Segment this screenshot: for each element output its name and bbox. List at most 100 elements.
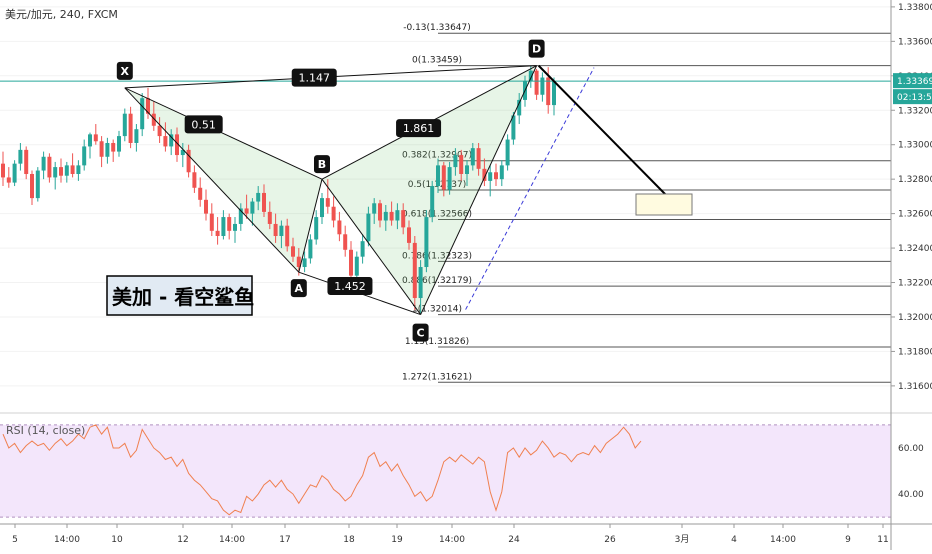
candle-body bbox=[360, 241, 365, 257]
candle-body bbox=[534, 70, 539, 95]
candle-body bbox=[349, 249, 353, 276]
time-tick-label: 14:00 bbox=[439, 535, 465, 545]
ratio-label-box bbox=[396, 119, 442, 138]
current-price-label: 1.33369 bbox=[897, 77, 932, 87]
fib-level-label: 0.886(1.32179) bbox=[402, 276, 472, 286]
candle-body bbox=[389, 211, 394, 221]
time-tick-label: 14:00 bbox=[54, 535, 80, 545]
candle-body bbox=[528, 70, 533, 81]
current-price-badge bbox=[893, 73, 932, 89]
candle-body bbox=[215, 230, 220, 237]
candle-body bbox=[372, 203, 377, 214]
candle-body bbox=[99, 141, 104, 157]
fib-level-label: 1.13(1.31826) bbox=[405, 337, 469, 347]
candle-body bbox=[325, 198, 330, 207]
candle-body bbox=[180, 149, 185, 156]
symbol-label: 美元/加元, 240, FXCM bbox=[5, 8, 118, 21]
candle-body bbox=[395, 210, 400, 221]
candle-body bbox=[82, 146, 87, 166]
candle-body bbox=[198, 187, 203, 200]
candle-body bbox=[186, 149, 191, 173]
candle-body bbox=[453, 155, 458, 168]
fib-level-label: 1(1.32014) bbox=[412, 305, 462, 315]
candle-body bbox=[221, 217, 226, 237]
price-tick-label: 1.32600 bbox=[898, 210, 932, 220]
price-tick-label: 1.31600 bbox=[898, 382, 932, 392]
candle-body bbox=[366, 213, 371, 242]
ratio-label: 0.51 bbox=[191, 118, 216, 131]
countdown-badge bbox=[893, 89, 932, 105]
candle-body bbox=[105, 142, 110, 157]
candle-body bbox=[163, 136, 168, 147]
candle-body bbox=[192, 172, 197, 188]
candle-body bbox=[447, 167, 452, 190]
candle-body bbox=[285, 225, 290, 247]
target-box bbox=[635, 193, 693, 216]
candle-body bbox=[111, 142, 116, 152]
time-tick-label: 19 bbox=[391, 535, 403, 545]
candle-body bbox=[407, 227, 411, 243]
candle-body bbox=[291, 246, 295, 257]
time-tick-label: 12 bbox=[177, 535, 188, 545]
title-box-frame bbox=[106, 275, 253, 316]
point-label-d: D bbox=[532, 43, 541, 56]
point-label-box bbox=[116, 61, 133, 80]
ratio-label: 1.452 bbox=[334, 280, 366, 293]
candle-body bbox=[418, 267, 423, 299]
candle-body bbox=[175, 134, 179, 156]
price-tick-label: 1.32200 bbox=[898, 279, 932, 289]
point-label-box bbox=[314, 155, 330, 174]
candle-body bbox=[262, 192, 266, 212]
candle-body bbox=[494, 172, 498, 180]
ratio-label-box bbox=[291, 68, 337, 87]
chart-title: 美加 - 看空鲨鱼 bbox=[112, 285, 254, 309]
price-tick-label: 1.32800 bbox=[898, 175, 932, 185]
time-tick-label: 18 bbox=[343, 535, 355, 545]
candle-body bbox=[227, 217, 232, 231]
candle-body bbox=[470, 148, 475, 166]
countdown-label: 02:13:56 bbox=[897, 93, 932, 103]
candle-body bbox=[273, 223, 278, 237]
candle-body bbox=[441, 165, 446, 190]
time-tick-label: 14:00 bbox=[219, 535, 245, 545]
fib-level-label: 0.786(1.32323) bbox=[402, 251, 472, 261]
pattern-leg-ab bbox=[298, 179, 323, 273]
trend-line-dashed bbox=[465, 67, 595, 310]
pattern-ratio-xb bbox=[124, 87, 323, 180]
candle-body bbox=[343, 234, 348, 250]
candle-body bbox=[383, 211, 388, 221]
ratio-label: 1.861 bbox=[403, 122, 435, 135]
candle-body bbox=[546, 77, 551, 106]
candle-body bbox=[517, 99, 522, 116]
target-arrow bbox=[537, 64, 667, 196]
candle-body bbox=[35, 170, 40, 199]
candle-body bbox=[24, 149, 29, 174]
candle-body bbox=[331, 206, 336, 221]
candle-body bbox=[204, 199, 208, 214]
candle-body bbox=[233, 223, 237, 231]
fib-level-label: 0.382(1.32907) bbox=[402, 151, 472, 161]
rsi-band bbox=[0, 424, 891, 518]
price-tick-label: 1.32000 bbox=[898, 313, 932, 323]
rsi-pane bbox=[0, 424, 891, 518]
candle-body bbox=[53, 167, 58, 178]
time-tick-label: 5 bbox=[12, 535, 18, 545]
point-label-b: B bbox=[318, 158, 326, 171]
candle-body bbox=[6, 177, 11, 183]
candle-body bbox=[41, 156, 46, 171]
candle-body bbox=[128, 113, 133, 143]
candle-body bbox=[134, 129, 139, 143]
fib-level-label: 0.618(1.32566) bbox=[402, 209, 472, 219]
time-tick-label: 24 bbox=[508, 535, 520, 545]
candle-body bbox=[256, 192, 261, 202]
fib-level-label: -0.13(1.33647) bbox=[403, 23, 471, 33]
candle-body bbox=[47, 156, 52, 178]
pattern-triangle-xab bbox=[124, 87, 322, 273]
candle-body bbox=[30, 173, 34, 199]
candle-body bbox=[209, 213, 214, 231]
rsi-tick-label: 60.00 bbox=[898, 444, 924, 454]
pattern-leg-cd bbox=[420, 65, 538, 315]
